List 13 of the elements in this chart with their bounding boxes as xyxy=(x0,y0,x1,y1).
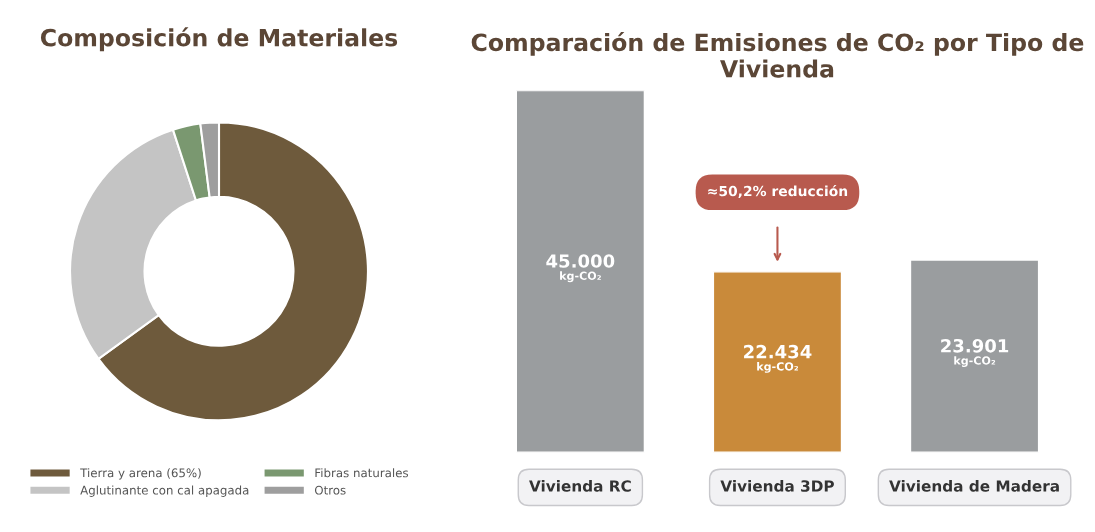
x-tick-label: Vivienda de Madera xyxy=(889,479,1059,492)
legend-label: Otros xyxy=(314,485,346,495)
chart-title: Composición de Materiales xyxy=(40,27,398,52)
chart-title: Comparación de Emisiones de CO₂ por Tipo de Vivienda xyxy=(471,32,1084,78)
legend-label: Fibras naturales xyxy=(315,468,409,478)
data-label: 23.901 kg-CO₂ xyxy=(941,338,1009,367)
data-label: 22.434 kg-CO₂ xyxy=(744,344,812,373)
legend-label: Tierra y arena (65%) xyxy=(80,468,201,480)
legend-label: Aglutinante con cal apagada xyxy=(80,485,249,497)
annotation: ≈50,2% reducción xyxy=(708,184,848,199)
x-tick-label: Vivienda RC xyxy=(529,479,631,492)
data-label: 45.000 kg-CO₂ xyxy=(546,254,615,283)
x-tick-label: Vivienda 3DP xyxy=(720,479,834,492)
